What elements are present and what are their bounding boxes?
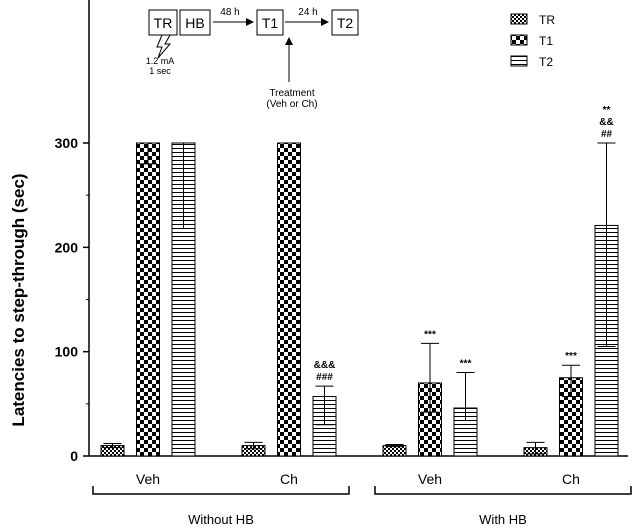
schema-box-t1 (256, 9, 284, 36)
legend-swatch-t1 (510, 34, 528, 46)
group-bracket (92, 486, 350, 495)
legend-label-t1: T1 (539, 34, 553, 48)
group-label: Without HB (188, 512, 254, 527)
schema-box-tr-label: TR (154, 15, 173, 31)
schema-arrow-48h-label: 48 h (220, 7, 239, 18)
lightning-bolt-icon (156, 34, 172, 59)
significance-label: ### (316, 372, 333, 383)
y-tick-label: 300 (55, 135, 79, 151)
significance-label: *** (460, 359, 472, 370)
group-bracket (374, 486, 632, 495)
bar-tr (382, 445, 407, 457)
bar-t1 (136, 142, 160, 457)
significance-label: && (599, 117, 613, 128)
shock-duration-label: 1 sec (149, 66, 171, 76)
schema-arrow-24h-label: 24 h (298, 7, 317, 18)
y-axis-title: Latencies to step-through (sec) (9, 173, 28, 426)
legend-label-t2: T2 (539, 55, 553, 69)
schema-box-t1-label: T1 (262, 15, 279, 31)
treatment-label: Treatment (269, 88, 314, 99)
group-label: With HB (479, 512, 527, 527)
legend-swatch-tr (510, 13, 528, 25)
y-tick-label: 0 (70, 448, 78, 464)
category-label: Ch (562, 471, 580, 487)
treatment-detail-label: (Veh or Ch) (266, 99, 317, 110)
legend-swatch-t2 (510, 55, 528, 67)
significance-label: ** (603, 105, 611, 116)
bars: &&&###***********&&## (100, 105, 619, 457)
protocol-schema: TR HB 48 h T1 24 h T2 1.2 mA 1 sec Treat… (146, 7, 359, 110)
y-tick-label: 100 (55, 344, 79, 360)
legend: TR T1 T2 (510, 13, 555, 69)
significance-label: *** (565, 351, 577, 362)
schema-box-hb-label: HB (185, 15, 204, 31)
schema-box-t2 (331, 9, 359, 36)
significance-label: &&& (314, 360, 336, 371)
schema-box-t2-label: T2 (337, 15, 354, 31)
y-tick-label: 200 (55, 239, 79, 255)
significance-label: ## (601, 129, 613, 140)
legend-label-tr: TR (539, 13, 555, 27)
category-label: Ch (280, 471, 298, 487)
x-axis-labels: Veh Ch Without HB Veh Ch With HB (92, 471, 632, 527)
schema-box-hb (179, 9, 211, 36)
significance-label: *** (424, 329, 436, 340)
category-label: Veh (418, 471, 442, 487)
bar-t1 (277, 142, 301, 457)
axes: 0 100 200 300 Latencies to step-through (sec… (9, 0, 628, 464)
category-label: Veh (136, 471, 160, 487)
shock-intensity-label: 1.2 mA (146, 56, 175, 66)
